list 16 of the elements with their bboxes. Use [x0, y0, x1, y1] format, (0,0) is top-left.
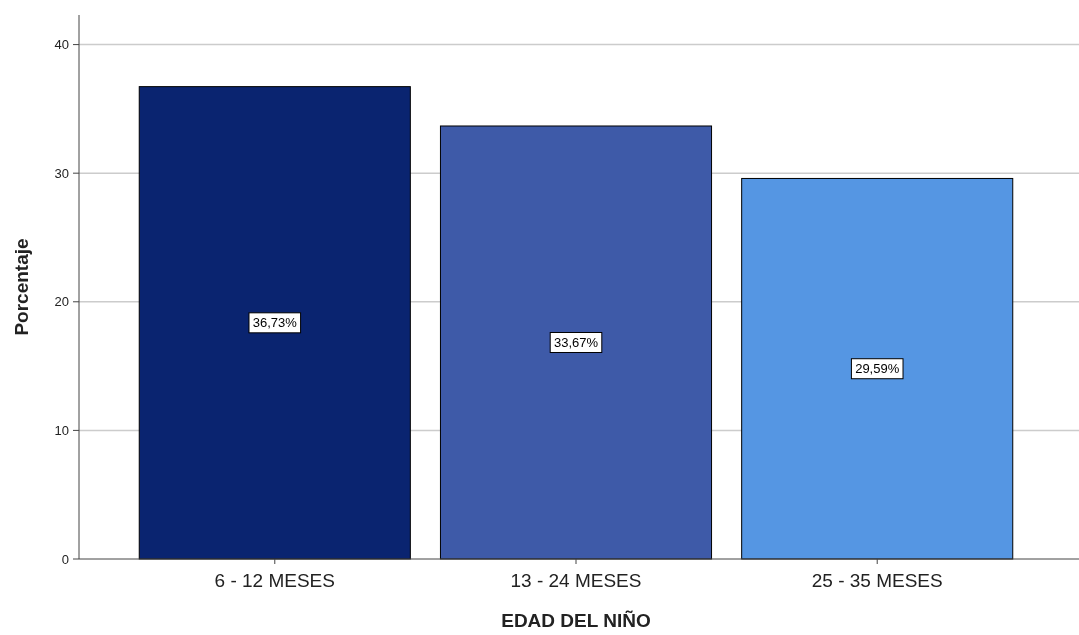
x-tick-label: 25 - 35 MESES — [811, 570, 943, 591]
bar — [741, 177, 1014, 560]
y-tick-label: 20 — [54, 294, 69, 310]
y-tick-label: 10 — [54, 422, 69, 438]
data-label: 33,67% — [553, 335, 599, 351]
x-axis-title: EDAD DEL NIÑO — [501, 610, 651, 631]
y-tick-label: 30 — [54, 165, 69, 181]
y-tick-label: 40 — [54, 37, 69, 53]
bar — [439, 125, 713, 560]
bar — [138, 86, 411, 560]
x-tick-label: 6 - 12 MESES — [214, 570, 335, 591]
data-label: 29,59% — [855, 361, 900, 377]
y-axis-title: Porcentaje — [11, 238, 32, 336]
y-tick-label: 0 — [61, 551, 69, 567]
x-tick-label: 13 - 24 MESES — [510, 570, 642, 591]
data-label: 36,73% — [252, 315, 298, 331]
